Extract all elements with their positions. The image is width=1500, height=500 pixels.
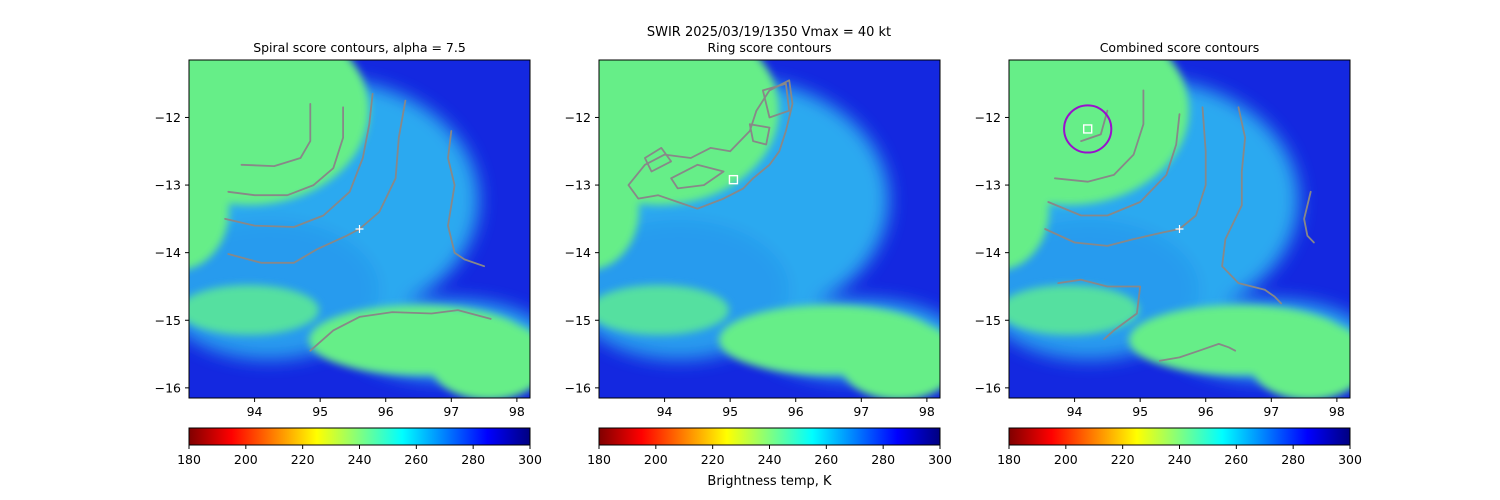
colorbar-2: 180 200 220 240 260 280 300 [587,427,952,467]
colorbar-tick-label: 180 [177,452,201,467]
center-cross-marker [1175,225,1184,233]
y-tick-label: −14 [155,245,181,260]
colorbar-gradient [1008,427,1351,446]
contour-line-2 [227,106,344,197]
x-tick-label: 97 [853,404,869,419]
y-tick-label: −14 [565,245,591,260]
colorbar-gradient [598,427,941,446]
plot-frame [188,59,531,399]
brightness-temp-image [599,60,940,398]
x-tick-label: 94 [1067,404,1083,419]
x-tick-label: 97 [1263,404,1279,419]
contour-line-1 [627,79,794,210]
panel-title: Combined score contours [1100,40,1260,55]
x-tick-label: 98 [509,404,525,419]
colorbar-tick-label: 220 [701,452,725,467]
contour-line-5 [447,130,485,268]
colorbar-tick-label: 220 [1111,452,1135,467]
colorbar-tick-label: 300 [518,452,542,467]
score-contours [224,92,492,352]
y-tick-label: −15 [155,313,181,328]
x-tick-label: 98 [1329,404,1345,419]
colorbar-tick-label: 280 [1281,452,1305,467]
contour-line-4 [227,99,407,264]
x-tick-label: 94 [657,404,673,419]
y-tick-label: −12 [565,110,591,125]
contour-line-6 [309,309,492,352]
plot-frame [1008,59,1351,399]
y-tick-label: −13 [975,178,1001,193]
contour-line-5 [748,123,771,146]
colorbar-tick-label: 200 [234,452,258,467]
contour-line-2 [670,163,725,190]
colorbar-tick-label: 260 [814,452,838,467]
panel-combined: Combined score contours [975,40,1351,419]
suptitle: SWIR 2025/03/19/1350 Vmax = 40 kt [647,25,891,40]
colorbar-tick-label: 260 [1224,452,1248,467]
colorbar-tick-label: 240 [758,452,782,467]
x-tick-label: 95 [722,404,738,419]
y-tick-label: −15 [975,313,1001,328]
colorbar-1: 180 200 220 240 260 280 300 [177,427,542,467]
colorbar-tick-label: 200 [644,452,668,467]
colorbar-tick-label: 240 [1168,452,1192,467]
panel-ring: Ring score contours [565,40,941,419]
contour-line-3 [224,92,374,228]
panel-title: Spiral score contours, alpha = 7.5 [253,40,466,55]
colorbar-3: 180 200 220 240 260 280 300 [997,427,1362,467]
contour-line-7 [1057,278,1142,341]
y-tick-label: −16 [975,380,1001,395]
colorbar-label: Brightness temp, K [707,474,832,489]
y-tick-label: −14 [975,245,1001,260]
colorbar-tick-label: 280 [871,452,895,467]
contour-line-4 [644,147,672,173]
panel-title: Ring score contours [707,40,831,55]
y-tick-label: −16 [565,380,591,395]
contour-line-2 [1054,89,1145,183]
colorbar-tick-label: 280 [461,452,485,467]
y-tick-label: −12 [155,110,181,125]
colorbar-tick-label: 180 [997,452,1021,467]
contour-line-6 [1303,190,1315,244]
colorbar-tick-label: 240 [348,452,372,467]
y-tick-label: −12 [975,110,1001,125]
y-tick-label: −13 [565,178,591,193]
x-tick-label: 96 [788,404,804,419]
panel-spiral: Spiral score contours, alpha = 7.5 [155,40,531,419]
contour-line-3 [1047,113,1181,217]
contour-line-3 [762,82,791,119]
y-tick-label: −16 [155,380,181,395]
contour-line-1 [240,103,312,167]
colorbar-tick-label: 300 [928,452,952,467]
colorbar-tick-label: 220 [291,452,315,467]
x-tick-label: 94 [247,404,263,419]
contour-line-8 [1158,343,1237,362]
center-cross-marker [355,225,364,233]
x-tick-label: 96 [1198,404,1214,419]
center-square-marker [1082,124,1093,134]
score-contours [1044,89,1315,362]
x-tick-label: 95 [1132,404,1148,419]
plot-frame [598,59,941,399]
score-contours [627,79,794,210]
x-tick-label: 97 [443,404,459,419]
contour-line-1 [1080,109,1109,142]
colorbar-tick-label: 260 [404,452,428,467]
contour-line-5 [1221,106,1282,305]
y-tick-label: −15 [565,313,591,328]
center-circle [1063,104,1113,154]
center-square-marker [728,174,739,185]
x-tick-label: 98 [919,404,935,419]
brightness-temp-image [189,60,530,398]
contour-line-4 [1044,106,1207,247]
colorbar-gradient [188,427,531,446]
colorbar-tick-label: 180 [587,452,611,467]
colorbar-tick-label: 200 [1054,452,1078,467]
y-tick-label: −13 [155,178,181,193]
x-tick-label: 95 [312,404,328,419]
x-tick-label: 96 [378,404,394,419]
colorbar-tick-label: 300 [1338,452,1362,467]
